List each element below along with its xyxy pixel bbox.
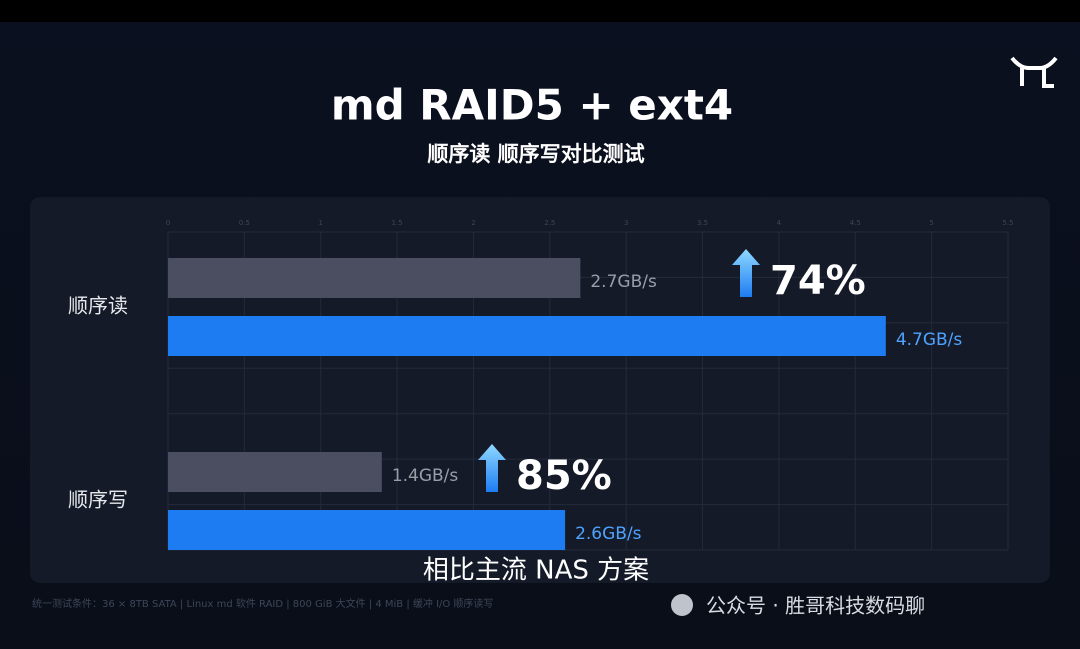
annotation: 85% [516,453,612,499]
x-tick-label: 4 [777,219,782,227]
up-arrow [478,444,506,492]
value-label: 1.4GB/s [392,466,459,486]
bar [168,258,581,298]
bar [168,316,886,356]
x-tick-label: 3.5 [697,219,708,227]
y-tick-label: 顺序读 [68,294,128,318]
x-tick-label: 5 [929,219,933,227]
x-tick-label: 4.5 [850,219,861,227]
x-tick-label: 0.5 [239,219,250,227]
x-tick-label: 1 [318,219,322,227]
chart-subtitle: 顺序读 顺序写对比测试 [427,142,644,166]
value-label: 2.7GB/s [590,272,657,292]
x-tick-label: 0 [166,219,170,227]
x-tick-label: 1.5 [392,219,403,227]
value-label: 4.7GB/s [896,330,963,350]
x-tick-label: 5.5 [1002,219,1013,227]
x-tick-label: 2.5 [544,219,555,227]
up-arrow [732,249,760,297]
x-tick-label: 2 [471,219,475,227]
x-tick-label: 3 [624,219,628,227]
value-label: 2.6GB/s [575,524,642,544]
watermark-icon [671,594,693,616]
chart-title: md RAID5 + ext4 [331,81,733,130]
top-band [0,0,1080,22]
annotation: 74% [770,258,866,304]
y-tick-label: 顺序写 [68,488,128,512]
footnote: 统一测试条件：36 × 8TB SATA | Linux md 软件 RAID … [32,597,493,610]
plot-area: 0 0.5 1 1.5 2 2.5 3 3.5 4 4.5 5 5.5 顺序读 2.7GB/s 4.7GB/… [68,219,1014,551]
logo [1010,56,1058,88]
bar [168,510,566,550]
bar [168,452,382,492]
watermark: 公众号 · 胜哥科技数码聊 [706,594,925,618]
caption: 相比主流 NAS 方案 [423,556,649,586]
